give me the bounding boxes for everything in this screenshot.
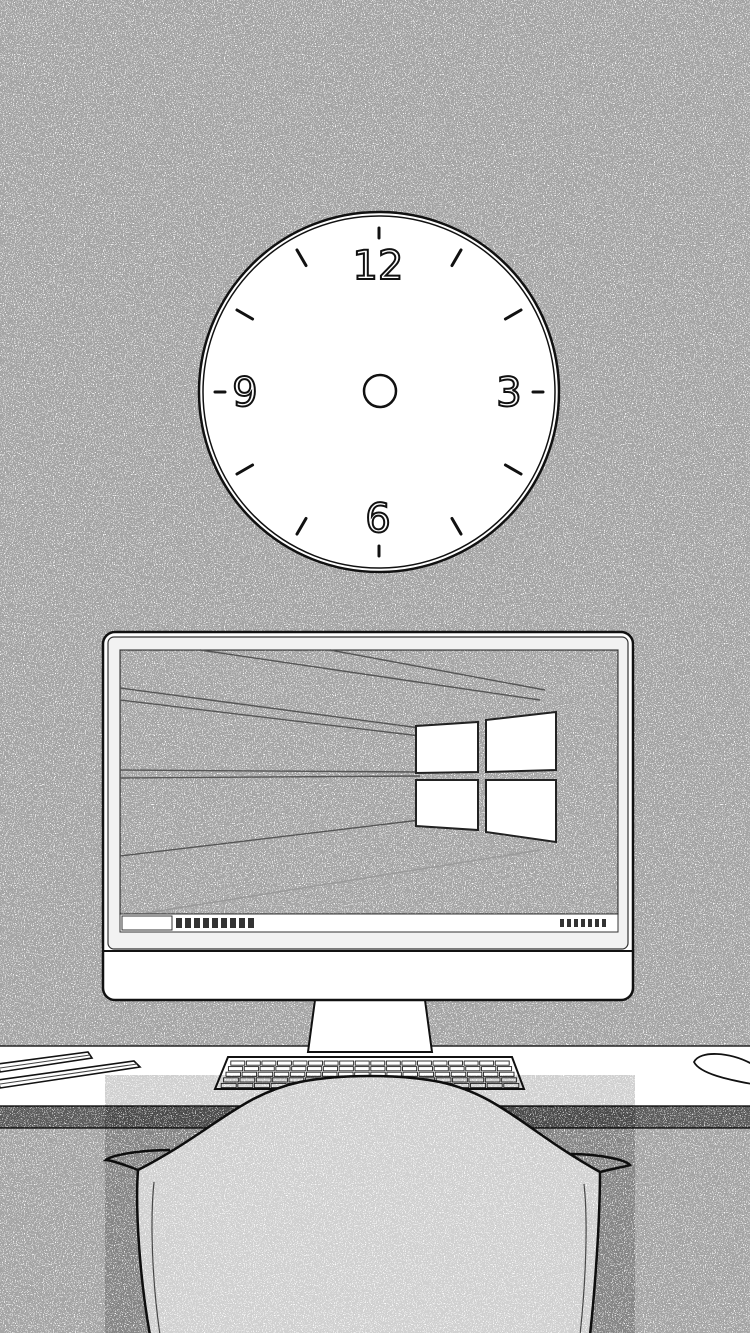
tray-icon	[574, 919, 578, 927]
chair-texture	[105, 1075, 635, 1333]
clock-tick	[295, 516, 308, 536]
taskbar-app-icon	[203, 918, 209, 928]
keyboard-key	[230, 1060, 246, 1066]
keyboard-key	[494, 1060, 510, 1066]
keyboard-key	[227, 1066, 244, 1072]
keyboard-key	[386, 1066, 402, 1072]
keyboard-key	[339, 1060, 355, 1066]
taskbar-app-icon	[176, 918, 182, 928]
keyboard-key	[370, 1060, 386, 1066]
keyboard-key	[291, 1066, 307, 1072]
keyboard-key	[307, 1066, 323, 1072]
clock-center-pin	[362, 373, 398, 409]
monitor-screen	[119, 649, 619, 933]
clock-tick	[450, 248, 463, 268]
keyboard-key	[432, 1060, 448, 1066]
keyboard-key	[275, 1066, 291, 1072]
keyboard-key	[385, 1060, 401, 1066]
keyboard-key	[496, 1066, 513, 1072]
keyboard-key	[417, 1066, 433, 1072]
taskbar-icons	[176, 918, 254, 928]
clock-numeral-3: 3	[496, 370, 521, 416]
clock-rim-inner	[202, 215, 556, 569]
keyboard-key	[354, 1060, 370, 1066]
tray-icon	[588, 919, 592, 927]
tray-icon	[581, 919, 585, 927]
clock-tick	[503, 308, 523, 321]
clock-numeral-6: 6	[365, 496, 390, 542]
keyboard-key	[448, 1060, 463, 1066]
windows-logo-icon	[415, 710, 557, 844]
tray-icon	[595, 919, 599, 927]
taskbar-app-icon	[239, 918, 245, 928]
mouse-icon	[692, 1053, 750, 1085]
keyboard-key	[449, 1066, 465, 1072]
tray-icon	[567, 919, 571, 927]
keyboard-key	[401, 1060, 417, 1066]
taskbar-app-icon	[248, 918, 254, 928]
wall-clock: 12 3 6 9	[197, 210, 561, 574]
tray-icons	[560, 919, 606, 927]
keyboard-key	[277, 1060, 292, 1066]
keyboard-key	[308, 1060, 323, 1066]
pencil-icon	[0, 1060, 142, 1089]
keyboard-key	[370, 1066, 386, 1072]
keyboard-key	[338, 1066, 354, 1072]
keyboard-key	[354, 1066, 370, 1072]
keyboard-key	[417, 1060, 432, 1066]
keyboard-key	[323, 1060, 339, 1066]
taskbar-app-icon	[212, 918, 218, 928]
pencils	[0, 1051, 142, 1089]
keyboard-key	[259, 1066, 275, 1072]
pencil-icon	[0, 1051, 94, 1073]
clock-tick	[503, 463, 523, 476]
clock-ticks	[213, 226, 545, 558]
keyboard-key	[479, 1060, 495, 1066]
clock-tick	[235, 308, 255, 321]
keyboard-key	[243, 1066, 259, 1072]
taskbar-app-icon	[230, 918, 236, 928]
keyboard-key	[463, 1060, 479, 1066]
taskbar-search-box[interactable]	[121, 915, 173, 931]
clock-numeral-9: 9	[232, 370, 257, 416]
chair-icon	[102, 1074, 635, 1333]
keyboard-key	[433, 1066, 449, 1072]
clock-tick	[450, 516, 463, 536]
monitor	[101, 630, 635, 1053]
taskbar-app-icon	[185, 918, 191, 928]
monitor-stand	[306, 999, 434, 1053]
clock-numeral-12: 12	[353, 243, 404, 289]
keyboard-key	[481, 1066, 497, 1072]
keyboard-key	[245, 1060, 261, 1066]
keyboard-key	[292, 1060, 308, 1066]
clock-tick	[235, 463, 255, 476]
wallpaper-light-rays	[119, 649, 546, 915]
clock-tick	[295, 248, 308, 268]
keyboard-key	[465, 1066, 481, 1072]
tray-icon	[560, 919, 564, 927]
keyboard-key	[261, 1060, 277, 1066]
tray-icon	[602, 919, 606, 927]
taskbar-app-icon	[194, 918, 200, 928]
keyboard-key	[401, 1066, 418, 1072]
taskbar-app-icon	[221, 918, 227, 928]
keyboard-key	[322, 1066, 339, 1072]
